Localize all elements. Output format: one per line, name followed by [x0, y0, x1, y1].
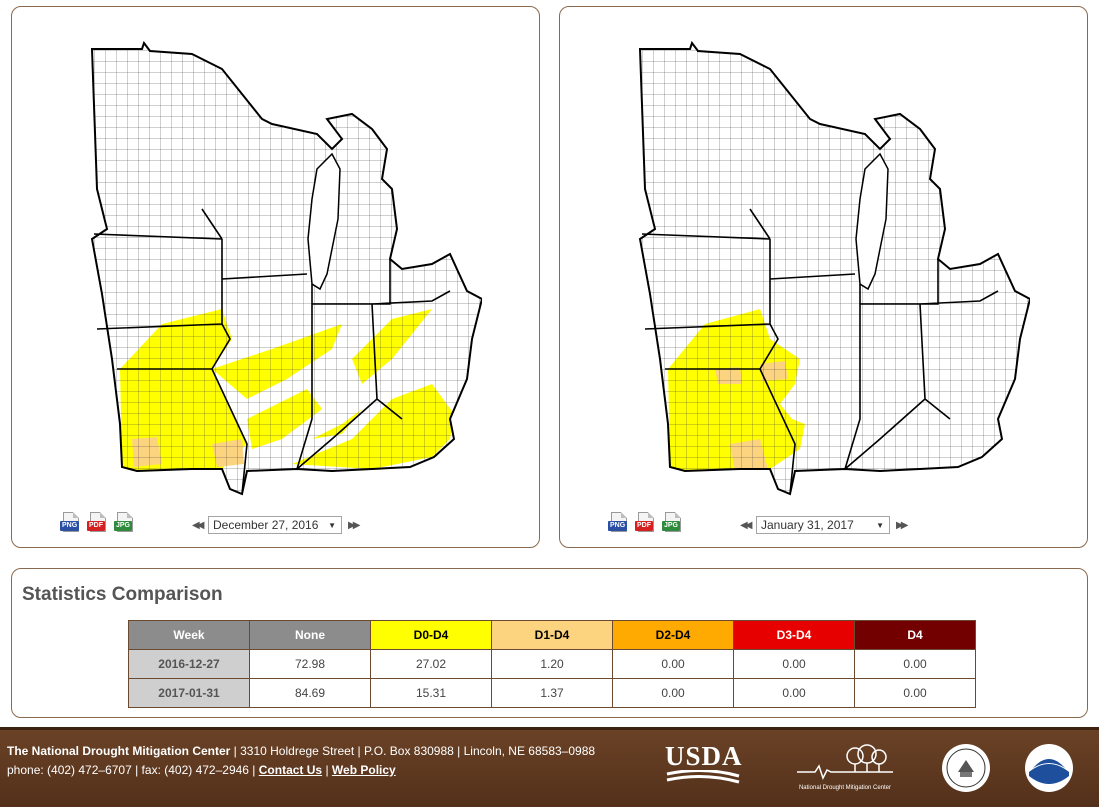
pdf-download-icon[interactable]: PDF — [87, 512, 109, 534]
map-panel-left: PNG PDF JPG ◀◀ December 27, 2016 ▼ ▶▶ — [11, 6, 540, 548]
pdf-download-icon[interactable]: PDF — [635, 512, 657, 534]
previous-week-icon[interactable]: ◀◀ — [192, 520, 205, 531]
percent-cell: 27.02 — [370, 649, 492, 679]
footer-contact-line: phone: (402) 472–6707 | fax: (402) 472–2… — [7, 763, 396, 777]
percent-cell: 0.00 — [733, 649, 855, 679]
web-policy-link[interactable]: Web Policy — [331, 763, 396, 777]
percent-cell: 0.00 — [854, 678, 976, 708]
column-header: D0-D4 — [370, 620, 492, 650]
commerce-seal-icon[interactable] — [940, 742, 992, 799]
column-header: None — [249, 620, 371, 650]
footer-address-line: The National Drought Mitigation Center |… — [7, 744, 595, 758]
statistics-table: Week None D0-D4 D1-D4 D2-D4 D3-D4 D4 2016-12-2… — [128, 620, 976, 708]
week-cell: 2017-01-31 — [128, 678, 250, 708]
next-week-icon[interactable]: ▶▶ — [896, 520, 909, 531]
next-week-icon[interactable]: ▶▶ — [348, 520, 361, 531]
chevron-down-icon: ▼ — [328, 521, 336, 530]
jpg-download-icon[interactable]: JPG — [114, 512, 136, 534]
percent-cell: 0.00 — [612, 678, 734, 708]
column-header: Week — [128, 620, 250, 650]
percent-cell: 0.00 — [612, 649, 734, 679]
contact-us-link[interactable]: Contact Us — [258, 763, 323, 777]
percent-cell: 1.37 — [491, 678, 613, 708]
contact-text: phone: (402) 472–6707 | fax: (402) 472–2… — [7, 763, 259, 777]
site-footer: The National Drought Mitigation Center |… — [0, 727, 1099, 807]
drought-map-jan-2017 — [638, 40, 1030, 496]
map-panel-right: PNG PDF JPG ◀◀ January 31, 2017 ▼ ▶▶ — [559, 6, 1088, 548]
percent-cell: 1.20 — [491, 649, 613, 679]
column-header: D4 — [854, 620, 976, 650]
table-header-row: Week None D0-D4 D1-D4 D2-D4 D3-D4 D4 — [128, 620, 976, 650]
column-header: D1-D4 — [491, 620, 613, 650]
usda-logo-text: USDA — [665, 741, 743, 771]
org-name: The National Drought Mitigation Center — [7, 744, 231, 758]
column-header: D3-D4 — [733, 620, 855, 650]
noaa-logo[interactable] — [1023, 742, 1075, 799]
ndmc-trees-icon — [797, 744, 893, 780]
map-date-select-left[interactable]: December 27, 2016 ▼ — [208, 516, 342, 534]
percent-cell: 72.98 — [249, 649, 371, 679]
map-date-select-right[interactable]: January 31, 2017 ▼ — [756, 516, 890, 534]
column-header: D2-D4 — [612, 620, 734, 650]
previous-week-icon[interactable]: ◀◀ — [740, 520, 753, 531]
address-text: | 3310 Holdrege Street | P.O. Box 830988… — [230, 744, 596, 758]
jpg-download-icon[interactable]: JPG — [662, 512, 684, 534]
statistics-panel: Statistics Comparison Week None D0-D4 D1-D4… — [11, 568, 1088, 718]
usda-hills-icon — [666, 768, 740, 784]
map-date-value: December 27, 2016 — [213, 518, 319, 532]
statistics-title: Statistics Comparison — [22, 584, 223, 605]
table-row: 2017-01-31 84.69 15.31 1.37 0.00 0.00 0.00 — [128, 678, 976, 708]
percent-cell: 15.31 — [370, 678, 492, 708]
png-download-icon[interactable]: PNG — [608, 512, 630, 534]
png-download-icon[interactable]: PNG — [60, 512, 82, 534]
table-row: 2016-12-27 72.98 27.02 1.20 0.00 0.00 0.00 — [128, 649, 976, 679]
week-cell: 2016-12-27 — [128, 649, 250, 679]
usda-logo[interactable]: USDA — [665, 742, 745, 794]
chevron-down-icon: ▼ — [876, 521, 884, 530]
drought-map-dec-2016 — [90, 40, 482, 496]
percent-cell: 0.00 — [733, 678, 855, 708]
percent-cell: 84.69 — [249, 678, 371, 708]
map-controls-left: PNG PDF JPG ◀◀ December 27, 2016 ▼ ▶▶ — [60, 512, 480, 540]
ndmc-logo[interactable]: National Drought Mitigation Center — [795, 744, 895, 794]
noaa-icon — [1025, 744, 1073, 792]
link-separator: | — [322, 763, 332, 777]
map-controls-right: PNG PDF JPG ◀◀ January 31, 2017 ▼ ▶▶ — [608, 512, 1028, 540]
percent-cell: 0.00 — [854, 649, 976, 679]
ndmc-logo-text: National Drought Mitigation Center — [798, 785, 892, 791]
map-date-value: January 31, 2017 — [761, 518, 854, 532]
